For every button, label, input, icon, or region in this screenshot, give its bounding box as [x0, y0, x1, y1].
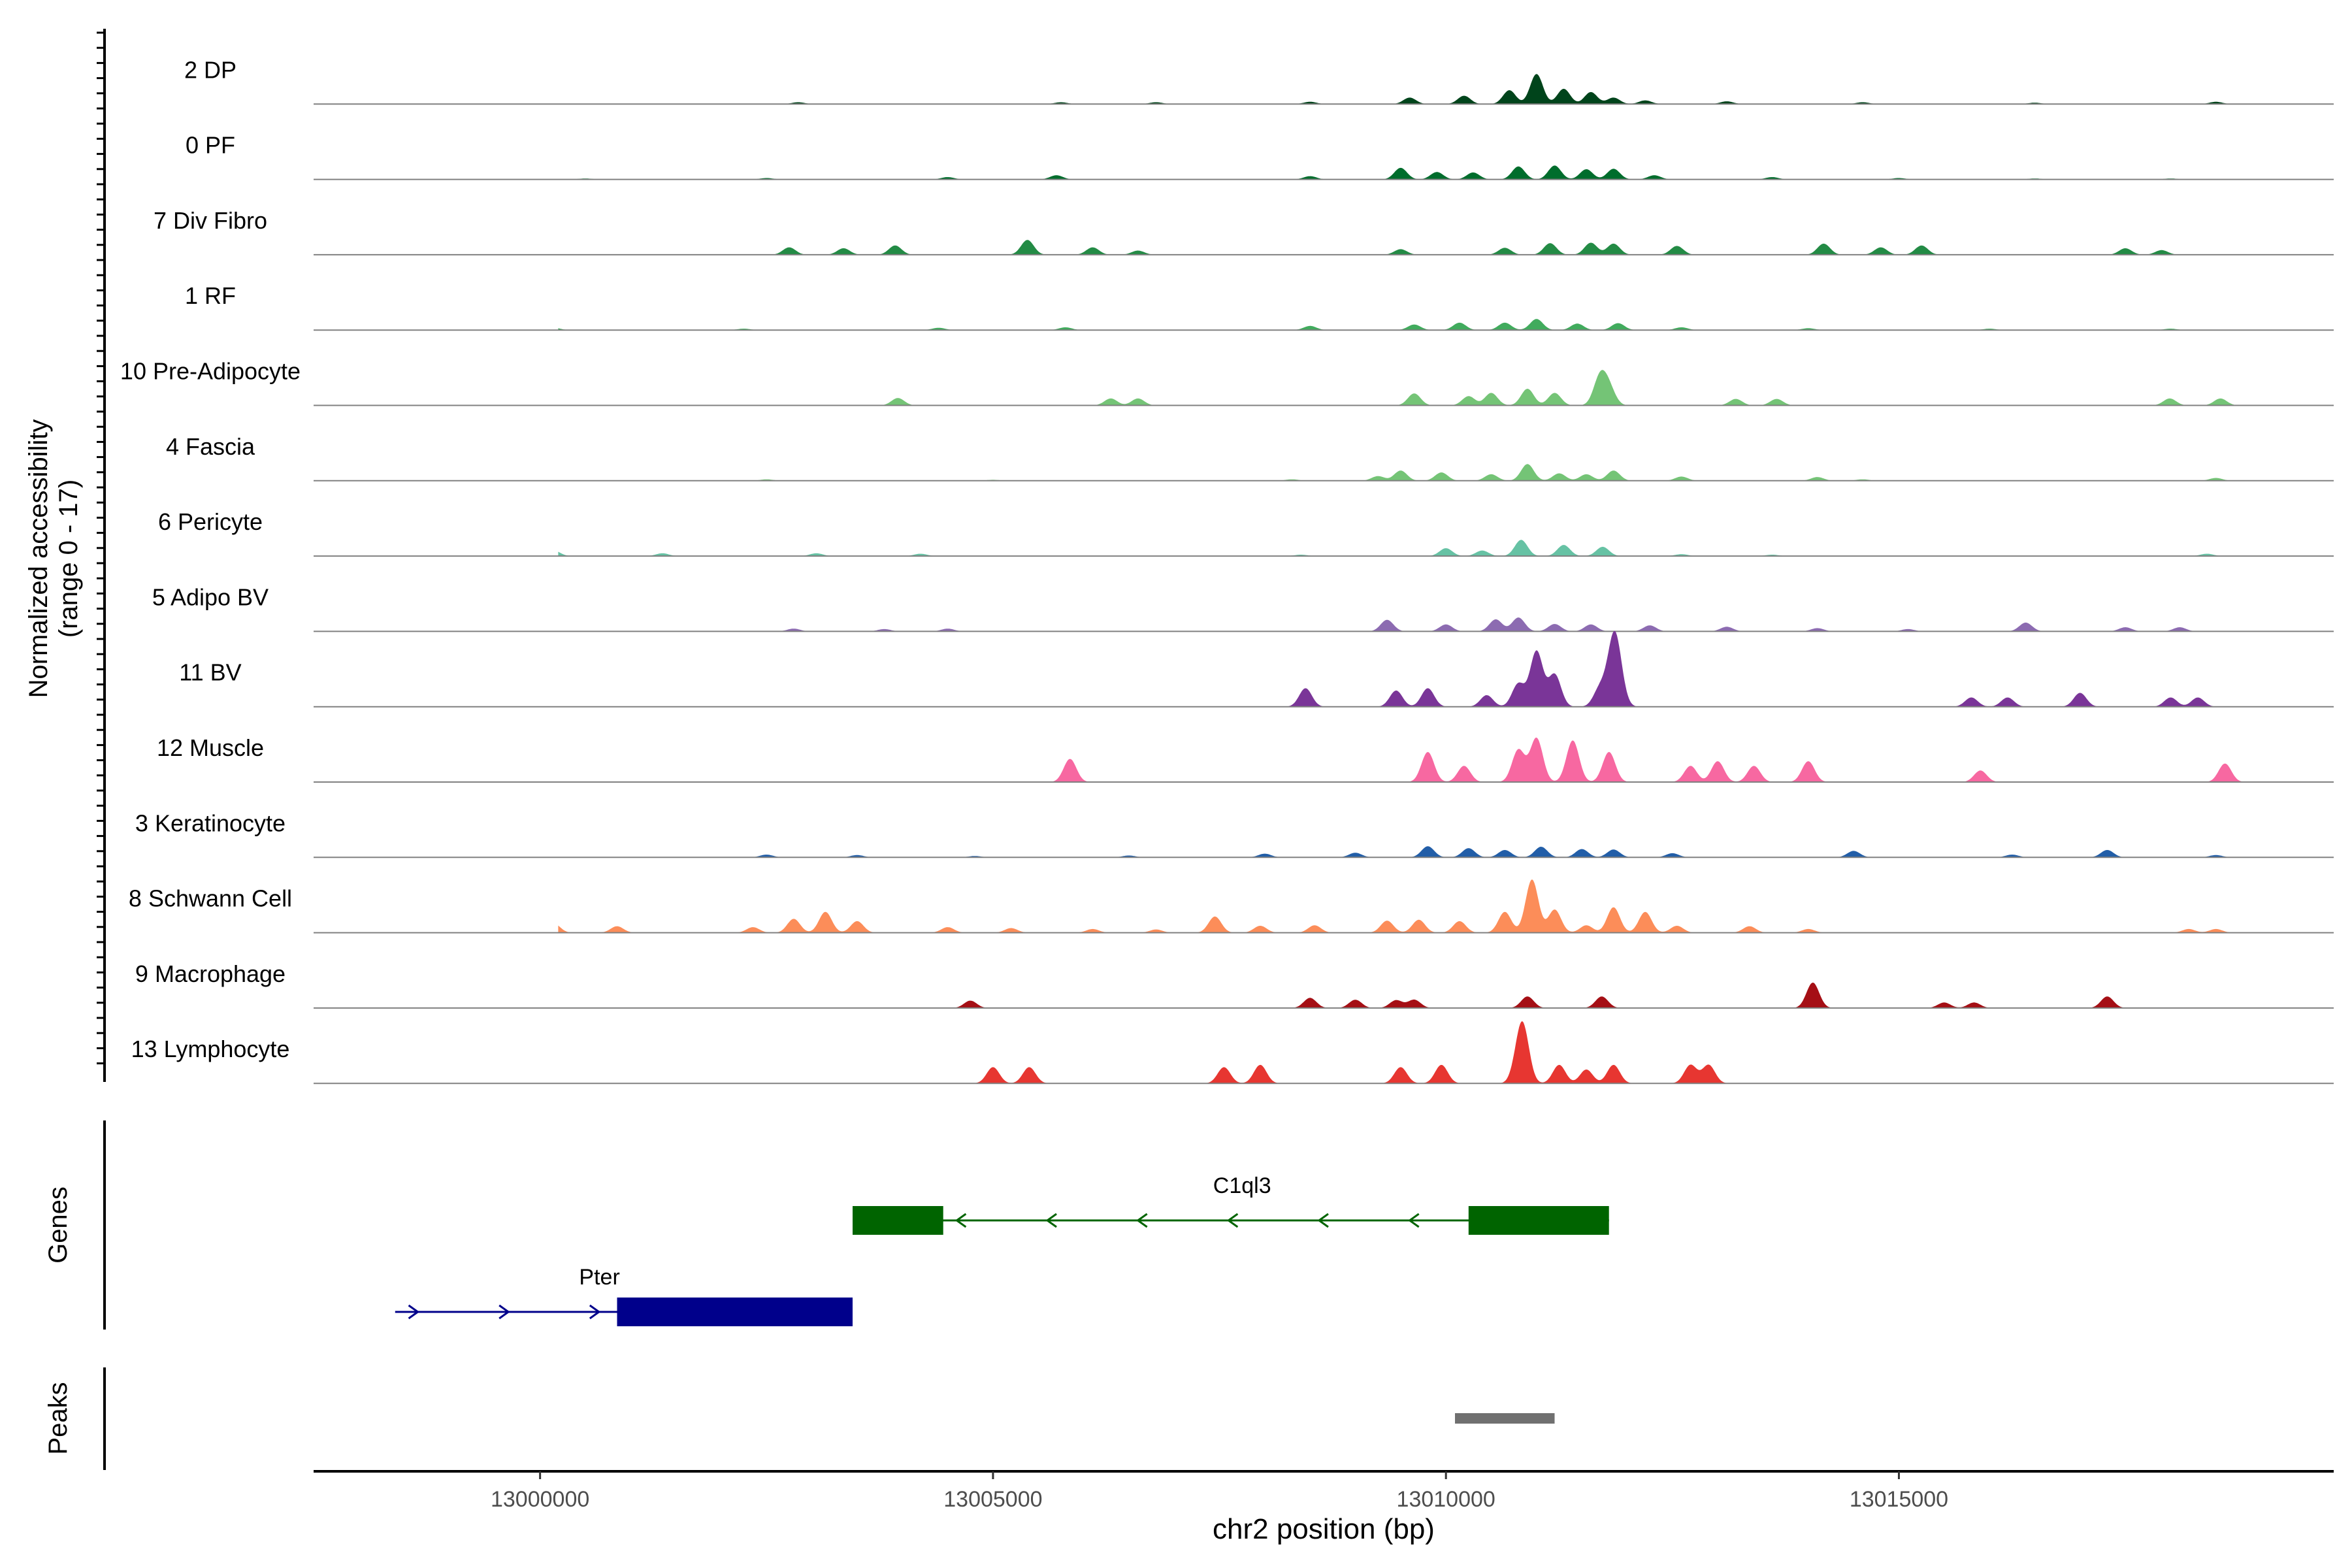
- y-axis-label-line1: Normalized accessibility: [24, 419, 53, 698]
- track-10: 12 Muscle: [157, 734, 2334, 783]
- peaks-track-label: Peaks: [44, 1382, 73, 1454]
- coverage-y-ticks: [97, 31, 105, 1065]
- track-label: 5 Adipo BV: [152, 583, 269, 610]
- track-coverage-area: [558, 846, 2279, 858]
- track-coverage-area: [558, 319, 2279, 331]
- track-label: 12 Muscle: [157, 734, 264, 761]
- track-5: 10 Pre-Adipocyte: [120, 358, 2334, 406]
- track-label: 8 Schwann Cell: [129, 885, 292, 912]
- y-axis-label-line2: (range 0 - 17): [54, 480, 83, 638]
- genes-track-label: Genes: [44, 1186, 73, 1264]
- x-tick-label: 13000000: [491, 1487, 589, 1512]
- x-axis-ticks: 13000000 13005000 13010000 13015000: [491, 1471, 1948, 1512]
- track-14: 13 Lymphocyte: [131, 1021, 2334, 1085]
- gene-strand-chevron: [955, 1213, 967, 1228]
- gene-strand-chevron: [1317, 1213, 1329, 1228]
- track-7: 6 Pericyte: [158, 508, 2334, 557]
- track-label: 11 BV: [179, 659, 241, 686]
- gene-strand-chevron: [408, 1304, 420, 1320]
- track-3: 7 Div Fibro: [154, 207, 2334, 255]
- gene-strand-chevron: [1408, 1213, 1420, 1228]
- gene-exon: [617, 1298, 853, 1326]
- track-6: 4 Fascia: [166, 433, 2334, 482]
- track-9: 11 BV: [179, 630, 2334, 708]
- track-2: 0 PF: [186, 132, 2334, 180]
- track-coverage-area: [558, 370, 2279, 406]
- x-tick-label: 13010000: [1397, 1487, 1495, 1512]
- track-label: 4 Fascia: [166, 433, 255, 460]
- track-coverage-area: [558, 879, 2279, 933]
- gene-exon: [1468, 1206, 1609, 1235]
- track-13: 9 Macrophage: [135, 960, 2334, 1009]
- peak-regions: [1455, 1413, 1555, 1424]
- track-coverage-area: [558, 983, 2279, 1008]
- gene-C1ql3: C1ql3: [852, 1173, 1609, 1235]
- gene-strand-chevron: [1226, 1213, 1239, 1228]
- track-4: 1 RF: [185, 282, 2334, 331]
- coverage-tracks: 2 DP 0 PF 7 Div Fibro 1 RF 10 Pre-Adipocyte 4…: [120, 56, 2334, 1085]
- track-label: 13 Lymphocyte: [131, 1036, 290, 1062]
- track-8: 5 Adipo BV: [152, 583, 2334, 632]
- track-label: 2 DP: [184, 56, 237, 83]
- track-label: 6 Pericyte: [158, 508, 263, 535]
- x-tick-label: 13005000: [943, 1487, 1042, 1512]
- track-label: 7 Div Fibro: [154, 207, 267, 234]
- track-11: 3 Keratinocyte: [135, 809, 2334, 858]
- gene-name-label: Pter: [579, 1265, 619, 1290]
- gene-strand-chevron: [589, 1304, 601, 1320]
- track-coverage-area: [558, 737, 2279, 782]
- track-label: 3 Keratinocyte: [135, 809, 286, 836]
- gene-exon: [853, 1206, 943, 1235]
- coverage-y-axis: [97, 29, 106, 1082]
- x-axis-label: chr2 position (bp): [1213, 1513, 1435, 1545]
- track-12: 8 Schwann Cell: [129, 879, 2334, 934]
- track-label: 9 Macrophage: [135, 960, 286, 987]
- track-1: 2 DP: [184, 56, 2334, 105]
- gene-strand-chevron: [498, 1304, 510, 1320]
- gene-Pter: Pter: [395, 1265, 853, 1326]
- gene-strand-chevron: [1045, 1213, 1057, 1228]
- gene-name-label: C1ql3: [1213, 1173, 1271, 1198]
- gene-strand-chevron: [1136, 1213, 1148, 1228]
- track-label: 1 RF: [185, 282, 236, 309]
- gene-annotations: C1ql3 Pter: [395, 1173, 1609, 1326]
- track-label: 10 Pre-Adipocyte: [120, 358, 301, 385]
- track-label: 0 PF: [186, 132, 235, 159]
- peak-region: [1455, 1413, 1555, 1424]
- x-tick-label: 13015000: [1850, 1487, 1948, 1512]
